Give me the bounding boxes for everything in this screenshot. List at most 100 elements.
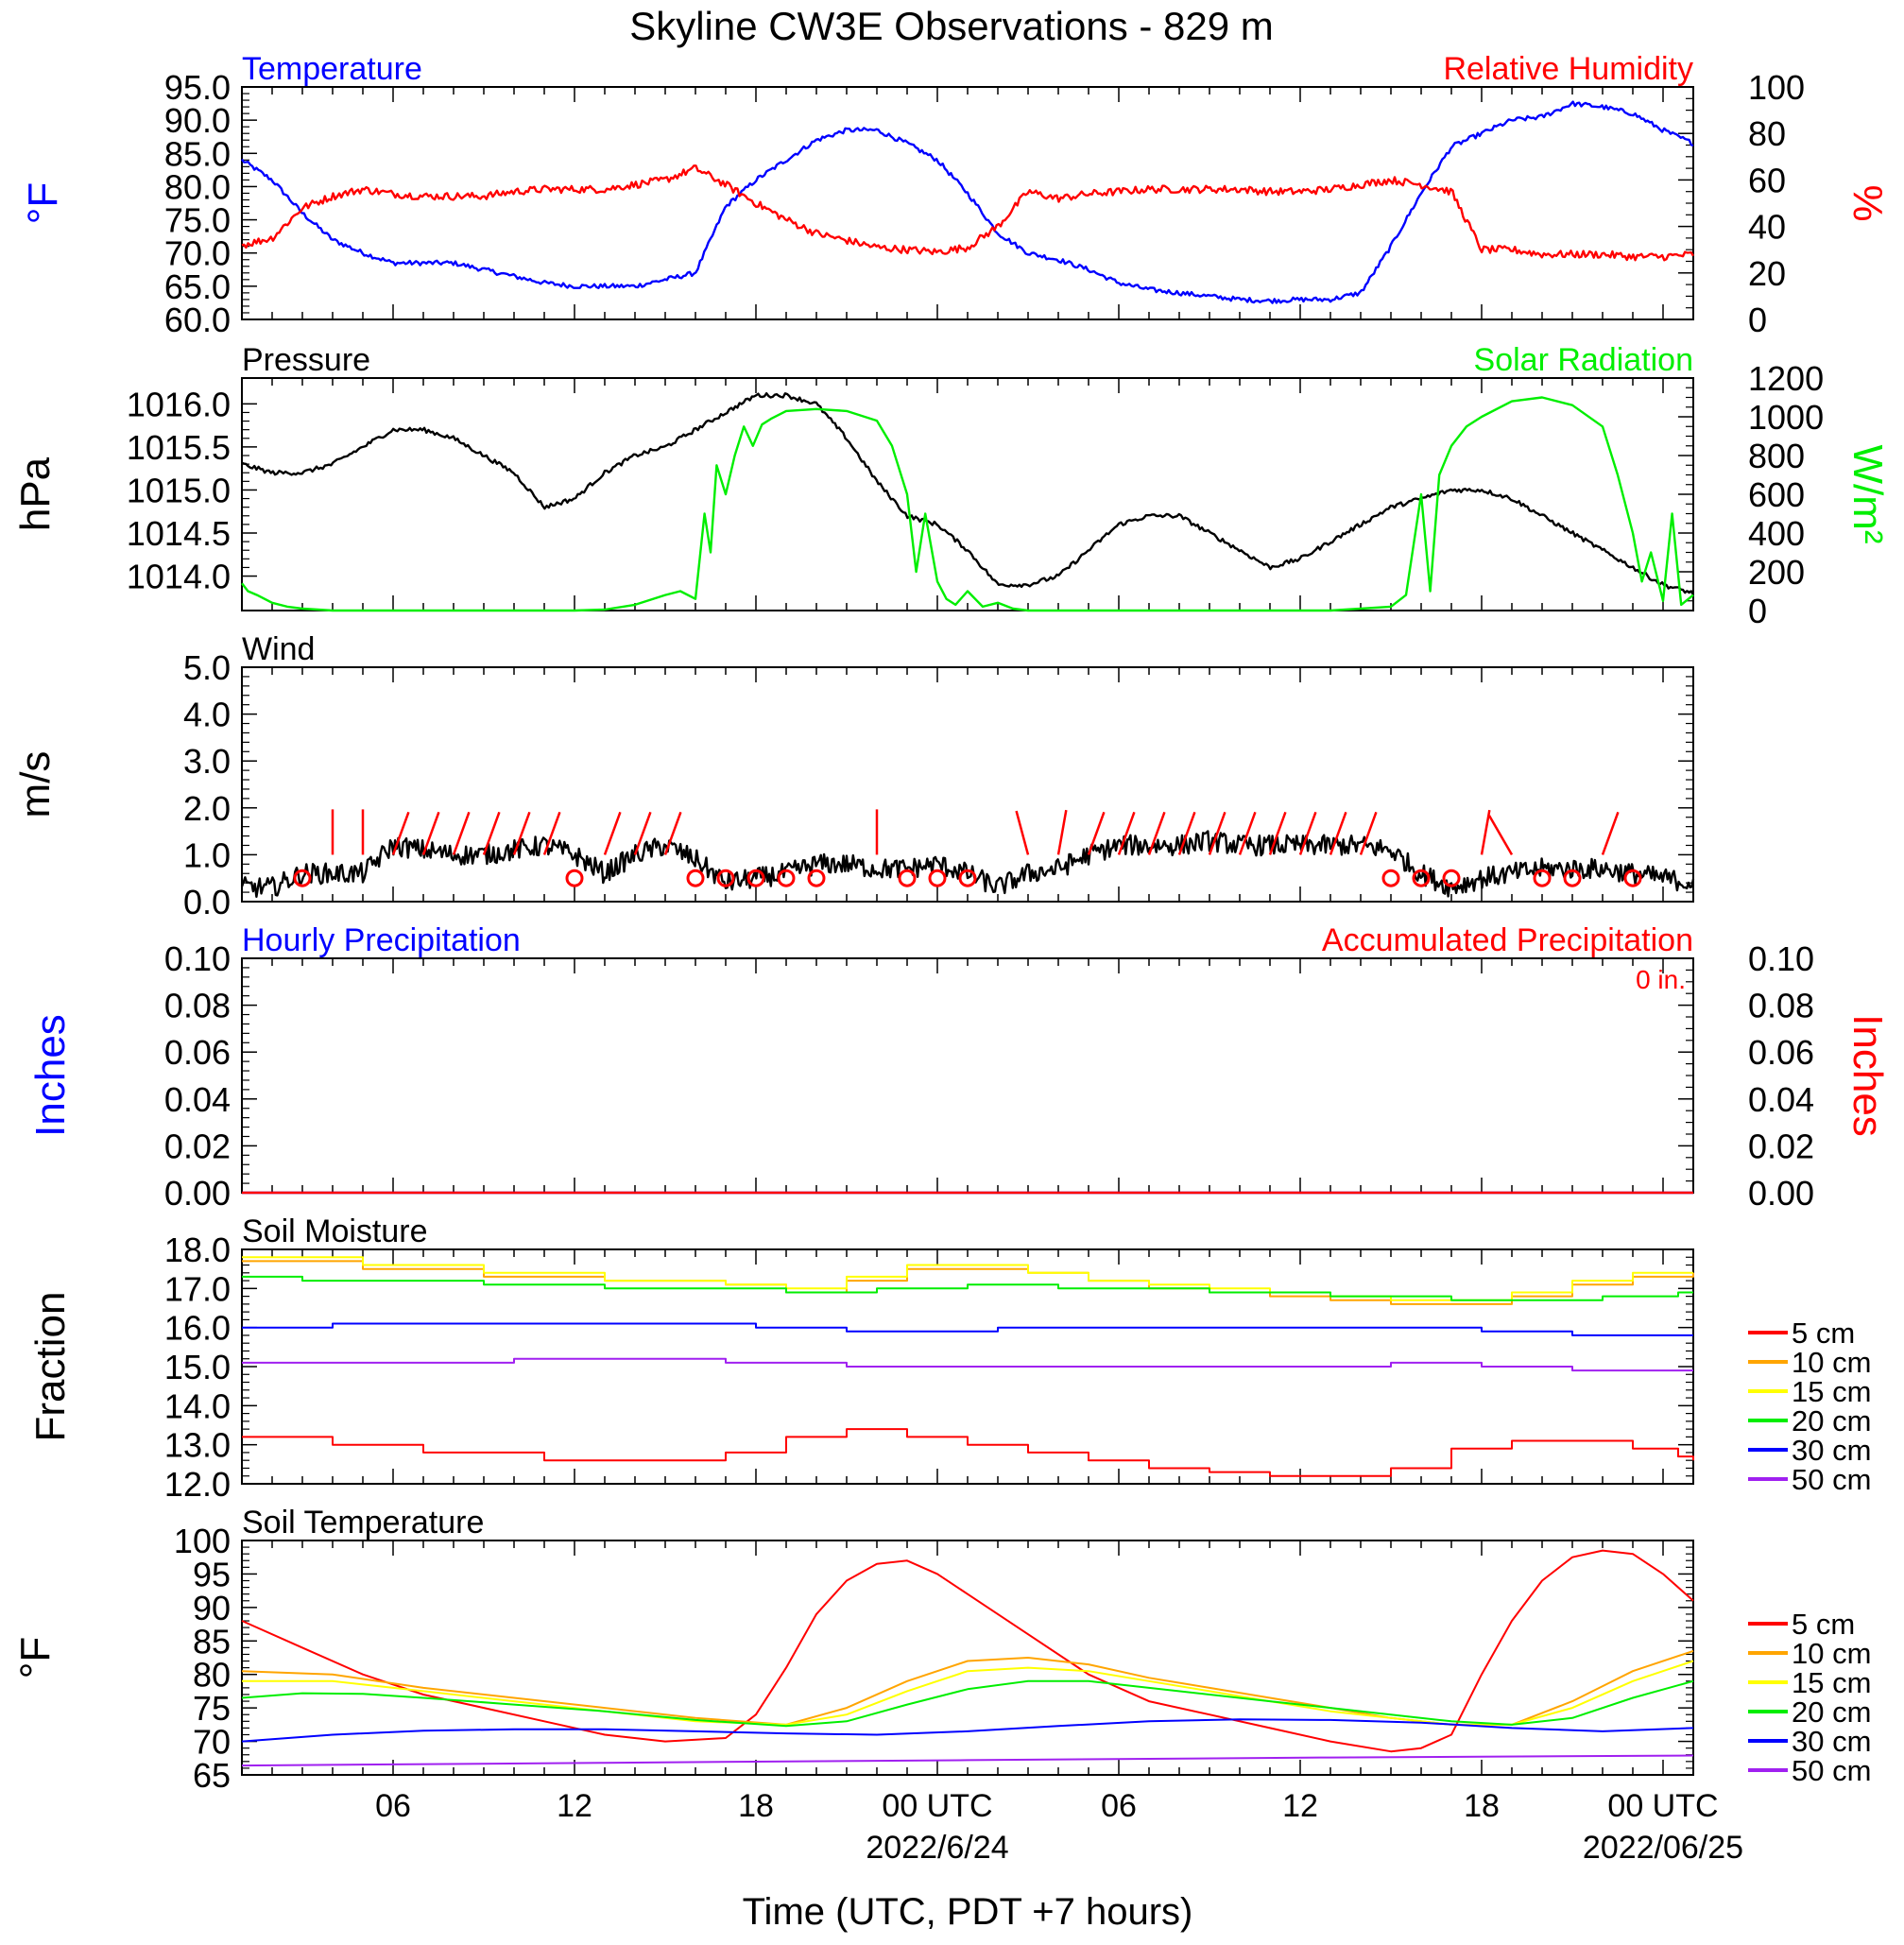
wind-barb-calm xyxy=(716,869,735,887)
panel-title-left: Soil Temperature xyxy=(242,1505,484,1541)
y-tick-label-left: 95 xyxy=(193,1555,231,1593)
wind-barb xyxy=(1359,811,1378,855)
wind-barb-calm xyxy=(1442,869,1461,887)
y-tick-label-right: 400 xyxy=(1748,514,1805,553)
y-tick-label-right: 0.02 xyxy=(1748,1127,1814,1165)
y-axis-title-left: Inches xyxy=(27,1014,74,1137)
wind-barb xyxy=(1298,811,1317,855)
wind-barb xyxy=(1087,811,1106,855)
wind-barb xyxy=(542,811,561,855)
y-tick-label-right: 20 xyxy=(1748,254,1786,293)
wind-barb xyxy=(1177,811,1196,855)
wind-barb xyxy=(1238,811,1257,855)
legend-label: 30 cm xyxy=(1792,1725,1871,1758)
wind-barb-calm xyxy=(565,869,584,887)
wind-barb xyxy=(391,811,410,855)
x-axis-title: Time (UTC, PDT +7 hours) xyxy=(743,1891,1193,1933)
wind-barb xyxy=(1056,809,1068,855)
legend-label: 10 cm xyxy=(1792,1637,1871,1670)
wind-barb xyxy=(633,811,652,855)
y-tick-label-right: 0.06 xyxy=(1748,1033,1814,1072)
panel-precip: 0.00 0.02 0.04 0.06 0.08 0.10 0.00 0.02 0.04 0.06… xyxy=(27,922,1891,1213)
y-tick-label-left: 85 xyxy=(193,1622,231,1661)
y-tick-label-left: 70 xyxy=(193,1723,231,1762)
wind-barb xyxy=(663,811,682,855)
x-tick-label: 00 UTC xyxy=(1607,1788,1718,1824)
wind-barb xyxy=(1208,811,1226,855)
wind-barb xyxy=(1487,815,1514,856)
y-tick-label-left: 95.0 xyxy=(164,68,231,107)
wind-barb xyxy=(603,811,622,855)
x-tick-label: 00 UTC xyxy=(882,1788,992,1824)
series-line-5-cm xyxy=(241,1549,1694,1753)
y-tick-label-left: 0.04 xyxy=(164,1080,231,1119)
y-tick-label-left: 1016.0 xyxy=(127,385,231,423)
y-tick-label-right: 0.10 xyxy=(1748,939,1814,978)
y-tick-label-left: 80 xyxy=(193,1656,231,1695)
panel-title-left: Wind xyxy=(242,631,315,667)
x-tick-label: 12 xyxy=(1282,1788,1318,1824)
wind-barb-calm xyxy=(746,869,765,887)
x-tick-label: 06 xyxy=(375,1788,411,1824)
legend-label: 10 cm xyxy=(1792,1346,1871,1379)
series-line-50-cm xyxy=(242,1357,1693,1372)
panel-title-left: Soil Moisture xyxy=(242,1213,428,1249)
wind-barb-calm xyxy=(1623,869,1642,887)
series-line-relative-humidity xyxy=(241,164,1695,262)
wind-barb-calm xyxy=(1533,869,1552,887)
series-line-20-cm xyxy=(241,1679,1694,1728)
legend-label: 15 cm xyxy=(1792,1375,1871,1408)
y-tick-label-left: 80.0 xyxy=(164,167,231,206)
y-tick-label-left: 5.0 xyxy=(183,648,231,687)
series-line-15-cm xyxy=(242,1660,1694,1726)
series-line-solar-radiation xyxy=(241,396,1694,612)
wind-barb-calm xyxy=(958,869,977,887)
panel-soil_moisture: 12.013.014.015.016.017.018.0 Soil Moistur… xyxy=(27,1213,1871,1504)
panel-pressure_solar: 1014.0 1014.5 1015.0 1015.5 1016.0 0200400600… xyxy=(12,342,1891,630)
y-tick-label-right: 200 xyxy=(1748,553,1805,592)
y-tick-label-right: 80 xyxy=(1748,114,1786,153)
wind-barb xyxy=(1601,811,1620,855)
series-line-30-cm xyxy=(242,1322,1693,1336)
y-tick-label-left: 2.0 xyxy=(183,789,231,828)
legend-label: 5 cm xyxy=(1792,1317,1855,1350)
y-tick-label-right: 800 xyxy=(1748,437,1805,475)
y-tick-label-left: 0.02 xyxy=(164,1127,231,1165)
legend-label: 15 cm xyxy=(1792,1666,1871,1699)
y-tick-label-left: 0.10 xyxy=(164,939,231,978)
y-axis-title-left: Fraction xyxy=(27,1292,74,1442)
legend-label: 5 cm xyxy=(1792,1608,1855,1641)
y-tick-label-left: 0.0 xyxy=(183,883,231,921)
y-tick-label-left: 12.0 xyxy=(164,1465,231,1504)
panel-title-right: Relative Humidity xyxy=(1443,51,1693,87)
y-tick-label-left: 17.0 xyxy=(164,1269,231,1308)
series-line-temperature xyxy=(241,100,1694,304)
y-tick-label-left: 65 xyxy=(193,1756,231,1795)
legend-label: 20 cm xyxy=(1792,1695,1871,1729)
wind-barb xyxy=(1117,811,1136,855)
chart-panels: 60.065.070.075.080.085.090.095.0 0 20 40 60 8… xyxy=(12,51,1891,1795)
y-axis-title-right: Inches xyxy=(1844,1014,1891,1137)
y-tick-label-left: 0.08 xyxy=(164,987,231,1025)
y-tick-label-left: 3.0 xyxy=(183,742,231,781)
y-axis-title-left: °F xyxy=(20,182,66,224)
y-tick-label-right: 1200 xyxy=(1748,359,1824,398)
y-tick-label-left: 0.00 xyxy=(164,1174,231,1213)
panel-temp_rh: 60.065.070.075.080.085.090.095.0 0 20 40 60 8… xyxy=(20,51,1891,339)
y-tick-label-left: 90.0 xyxy=(164,101,231,140)
y-tick-label-left: 13.0 xyxy=(164,1426,231,1465)
x-tick-label: 12 xyxy=(557,1788,592,1824)
panel-title-right: Solar Radiation xyxy=(1474,342,1693,378)
y-tick-label-right: 40 xyxy=(1748,208,1786,247)
y-tick-label-left: 1.0 xyxy=(183,835,231,874)
wind-barb xyxy=(1268,811,1287,855)
y-tick-label-left: 14.0 xyxy=(164,1386,231,1425)
y-tick-label-right: 0.08 xyxy=(1748,987,1814,1025)
panel-title-left: Temperature xyxy=(242,51,422,87)
wind-barb xyxy=(1147,811,1166,855)
wind-barb xyxy=(452,811,471,855)
legend-label: 50 cm xyxy=(1792,1463,1871,1496)
